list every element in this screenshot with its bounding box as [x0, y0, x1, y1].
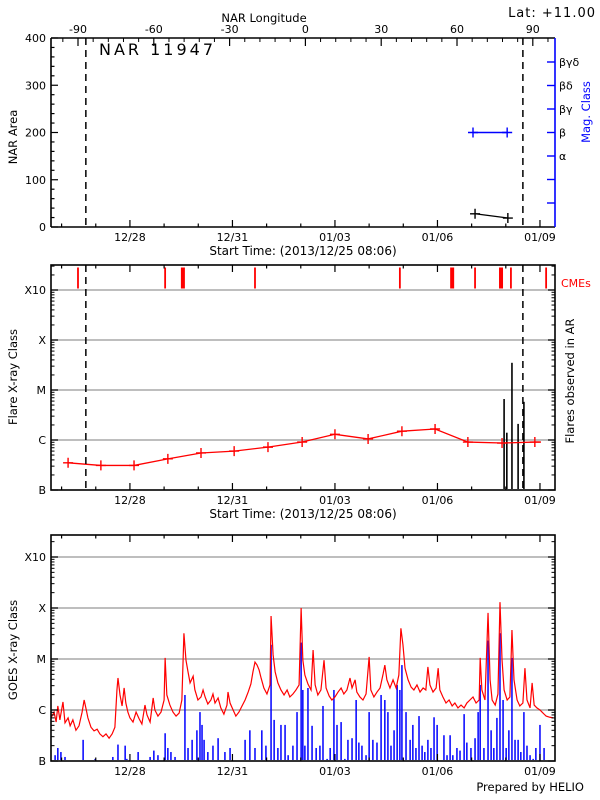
lon-tick-label: 30 [374, 23, 388, 36]
flare-curve-marker [497, 438, 508, 449]
flare-curve-marker [329, 429, 340, 440]
panel2-border [50, 264, 556, 491]
lon-tick-label: 60 [450, 23, 464, 36]
goes-xray-axis-label: GOES X-ray Class [6, 599, 20, 701]
area-curve [474, 213, 508, 219]
date-tick-label: 01/06 [422, 231, 454, 244]
date-tick-label: 12/28 [114, 765, 146, 778]
date-tick-label: 01/06 [422, 494, 454, 507]
flare-xray-axis-label: Flare X-ray Class [6, 328, 20, 426]
lon-tick-label: -60 [145, 23, 163, 36]
date-tick-label: 01/03 [319, 494, 351, 507]
flare-curve-marker [462, 437, 473, 448]
flare-curve-marker [229, 446, 240, 457]
mag-tick-label: βδ [559, 80, 573, 93]
date-tick-label: 12/31 [217, 765, 249, 778]
log-y-tick-label: C [38, 434, 46, 447]
longitude-axis-title: NAR Longitude [221, 11, 307, 25]
lon-tick-label: 90 [526, 23, 540, 36]
credit-label: Prepared by HELIO [476, 780, 584, 794]
log-y-tick-label: M [37, 653, 47, 666]
page-title: NAR 11947 [99, 40, 217, 59]
log-y-tick-label: X [38, 602, 46, 615]
date-tick-label: 12/31 [217, 231, 249, 244]
date-tick-label: 01/03 [319, 231, 351, 244]
log-y-tick-label: X [38, 334, 46, 347]
mag-tick-label: βγδ [559, 56, 580, 69]
log-y-tick-label: X10 [24, 284, 46, 297]
flare-curve-marker [430, 423, 441, 434]
mag-tick-label: α [559, 150, 566, 163]
start-time-label-panel1: Start Time: (2013/12/25 08:06) [209, 244, 397, 258]
mag-class-axis-label: Mag. Class [579, 81, 593, 143]
date-tick-label: 01/09 [524, 231, 556, 244]
date-tick-label: 01/03 [319, 765, 351, 778]
mag-tick-label: β [559, 127, 566, 140]
date-tick-label: 12/28 [114, 494, 146, 507]
log-y-tick-label: C [38, 704, 46, 717]
flare-class-curve [68, 428, 541, 467]
log-y-tick-label: B [38, 755, 46, 768]
area-marker [502, 213, 513, 224]
flare-curve-marker [529, 437, 540, 448]
flare-curve-marker [63, 457, 74, 468]
lon-tick-label: -90 [69, 23, 87, 36]
lon-tick-label: 0 [302, 23, 309, 36]
mag-class-marker [468, 127, 478, 138]
log-y-tick-label: X10 [24, 551, 46, 564]
flare-curve-marker [196, 447, 207, 458]
flare-curve-marker [162, 453, 173, 464]
latitude-label: Lat: +11.00 [508, 6, 596, 21]
cmes-label: CMEs [561, 277, 591, 290]
mag-tick-label: βγ [559, 103, 573, 116]
area-marker [470, 208, 481, 219]
date-tick-label: 01/09 [524, 494, 556, 507]
log-y-tick-label: B [38, 484, 46, 497]
goes-xray-curve [50, 602, 554, 740]
log-y-tick-label: M [37, 384, 47, 397]
flare-curve-marker [262, 442, 273, 453]
area-y-tick-label: 0 [39, 221, 46, 234]
panel3-border [50, 534, 556, 762]
flare-curve-marker [95, 460, 106, 471]
area-y-tick-label: 200 [25, 127, 46, 140]
date-tick-label: 12/28 [114, 231, 146, 244]
date-tick-label: 12/31 [217, 494, 249, 507]
mag-class-marker [502, 127, 513, 138]
flare-curve-marker [396, 426, 407, 437]
lon-tick-label: -30 [221, 23, 239, 36]
flare-curve-marker [297, 437, 308, 448]
flare-curve-marker [363, 433, 374, 444]
nar-area-axis-label: NAR Area [6, 109, 20, 165]
flares-observed-label: Flares observed in AR [563, 318, 577, 444]
area-y-tick-label: 100 [25, 174, 46, 187]
flare-curve-marker [129, 460, 140, 471]
date-tick-label: 01/09 [524, 765, 556, 778]
start-time-label-panel2: Start Time: (2013/12/25 08:06) [209, 507, 397, 521]
area-y-tick-label: 300 [25, 79, 46, 92]
area-y-tick-label: 400 [25, 32, 46, 45]
date-tick-label: 01/06 [422, 765, 454, 778]
